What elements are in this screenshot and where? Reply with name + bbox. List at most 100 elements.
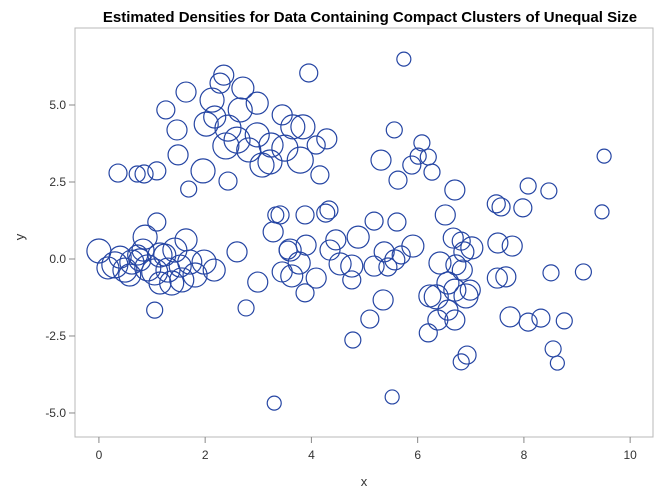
data-point-bubble [549, 355, 565, 371]
data-point-bubble [452, 353, 470, 371]
data-point-bubble [344, 331, 362, 349]
x-axis: 0 2 4 6 8 10 [96, 437, 637, 462]
data-point-bubble [396, 51, 412, 67]
data-point-bubble [384, 389, 400, 405]
data-point-bubble [444, 179, 466, 201]
data-point-bubble [278, 240, 298, 260]
data-point-bubble [310, 165, 330, 185]
data-point-bubble [167, 144, 189, 166]
data-point-bubble [387, 212, 407, 232]
data-point-bubble [231, 76, 255, 100]
data-point-bubble [262, 221, 284, 243]
data-point-bubble [388, 170, 408, 190]
data-point-bubble [162, 237, 188, 263]
chart-title: Estimated Densities for Data Containing … [103, 9, 637, 26]
data-point-bubble [401, 234, 425, 258]
data-point-bubble [146, 301, 164, 319]
data-point-bubble [513, 198, 533, 218]
data-point-bubble [444, 309, 466, 331]
data-point-bubble [147, 212, 167, 232]
data-point-bubble [363, 255, 385, 277]
data-point-bubble [555, 312, 573, 330]
data-point-bubble [459, 279, 481, 301]
data-point-bubble [325, 229, 347, 251]
data-point-bubble [156, 100, 176, 120]
data-point-bubble [237, 299, 255, 317]
data-point-bubble [418, 323, 438, 343]
data-point-bubble [594, 204, 610, 220]
data-point-bubble [108, 163, 128, 183]
x-tick-label: 4 [308, 448, 315, 462]
data-point-bubble [436, 271, 460, 295]
data-point-bubble [119, 249, 145, 275]
data-point-bubble [166, 119, 188, 141]
data-point-bubble [249, 152, 275, 178]
x-tick-label: 8 [521, 448, 528, 462]
data-point-bubble [519, 177, 537, 195]
data-point-bubble [108, 245, 132, 269]
data-point-bubble [384, 249, 406, 271]
data-point-bubble [423, 163, 441, 181]
data-point-bubble [270, 205, 290, 225]
data-point-bubble [540, 182, 558, 200]
data-point-bubble [295, 283, 315, 303]
data-point-bubble [190, 158, 216, 184]
data-point-bubble [442, 227, 464, 249]
data-point-bubble [423, 284, 449, 310]
data-point-bubble [101, 251, 129, 279]
plot-frame [74, 27, 654, 438]
data-point-bubble [364, 211, 384, 231]
data-point-bubble [316, 128, 338, 150]
data-point-bubble [391, 245, 411, 265]
y-axis-label: y [12, 233, 27, 240]
data-point-bubble [280, 114, 306, 140]
data-point-bubble [290, 114, 316, 140]
data-point-bubble [418, 284, 442, 308]
data-point-bubble [453, 241, 475, 263]
data-point-bubble [346, 225, 370, 249]
data-points [86, 51, 612, 411]
data-point-bubble [134, 164, 154, 184]
data-point-bubble [342, 270, 362, 290]
data-point-bubble [159, 270, 185, 296]
data-point-bubble [486, 267, 508, 289]
data-point-bubble [244, 122, 270, 148]
data-point-bubble [487, 232, 509, 254]
data-point-bubble [370, 149, 392, 171]
data-point-bubble [286, 146, 314, 174]
data-point-bubble [295, 205, 315, 225]
data-point-bubble [245, 91, 269, 115]
data-point-bubble [378, 257, 398, 277]
data-point-bubble [218, 171, 238, 191]
data-point-bubble [319, 200, 339, 220]
data-point-bubble [147, 161, 167, 181]
data-point-bubble [316, 203, 336, 223]
x-tick-label: 6 [414, 448, 421, 462]
data-point-bubble [428, 251, 452, 275]
data-point-bubble [182, 262, 208, 288]
data-point-bubble [434, 204, 456, 226]
data-point-bubble [128, 165, 146, 183]
data-point-bubble [212, 132, 240, 160]
data-point-bubble [193, 111, 219, 137]
data-point-bubble [209, 72, 231, 94]
data-point-bubble [451, 259, 473, 281]
data-point-bubble [373, 241, 395, 263]
data-point-bubble [340, 254, 364, 278]
data-point-bubble [226, 241, 248, 263]
data-point-bubble [280, 264, 304, 288]
x-tick-label: 10 [623, 448, 637, 462]
data-point-bubble [271, 261, 293, 283]
data-point-bubble [409, 147, 427, 165]
y-tick-label: -2.5 [45, 329, 66, 343]
data-point-bubble [360, 309, 380, 329]
data-point-bubble [236, 137, 262, 163]
data-point-bubble [271, 134, 299, 162]
data-point-bubble [112, 257, 138, 283]
y-tick-label: 2.5 [49, 175, 66, 189]
y-tick-label: -5.0 [45, 406, 66, 420]
data-point-bubble [413, 134, 431, 152]
data-point-bubble [247, 271, 269, 293]
data-point-bubble [518, 312, 538, 332]
